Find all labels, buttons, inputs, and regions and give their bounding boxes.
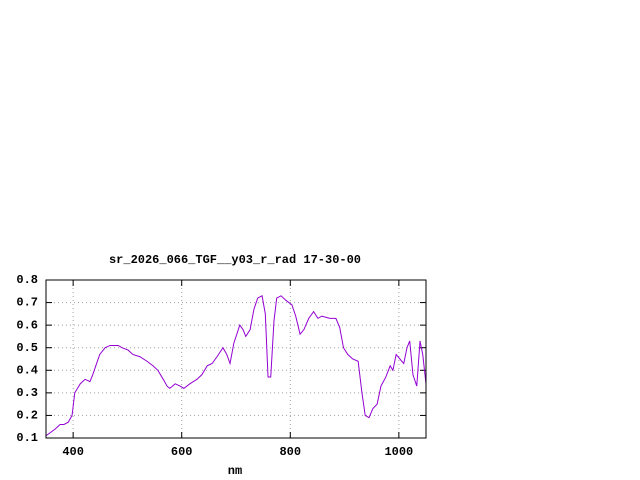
data-line	[45, 295, 427, 437]
x-tick-label: 1000	[384, 445, 413, 459]
y-tick-label: 0.1	[16, 431, 38, 445]
x-axis-label: nm	[228, 464, 242, 478]
y-tick-label: 0.3	[16, 386, 38, 400]
y-tick-label: 0.7	[16, 296, 38, 310]
x-tick-label: 800	[279, 445, 301, 459]
y-tick-label: 0.5	[16, 341, 38, 355]
y-tick-label: 0.2	[16, 409, 38, 423]
chart-title: sr_2026_066_TGF__y03_r_rad 17-30-00	[109, 253, 361, 267]
x-tick-label: 400	[62, 445, 84, 459]
y-tick-label: 0.4	[16, 363, 38, 377]
y-tick-label: 0.6	[16, 318, 38, 332]
y-tick-label: 0.8	[16, 273, 38, 287]
plot-border	[45, 279, 427, 439]
x-tick-label: 600	[171, 445, 193, 459]
